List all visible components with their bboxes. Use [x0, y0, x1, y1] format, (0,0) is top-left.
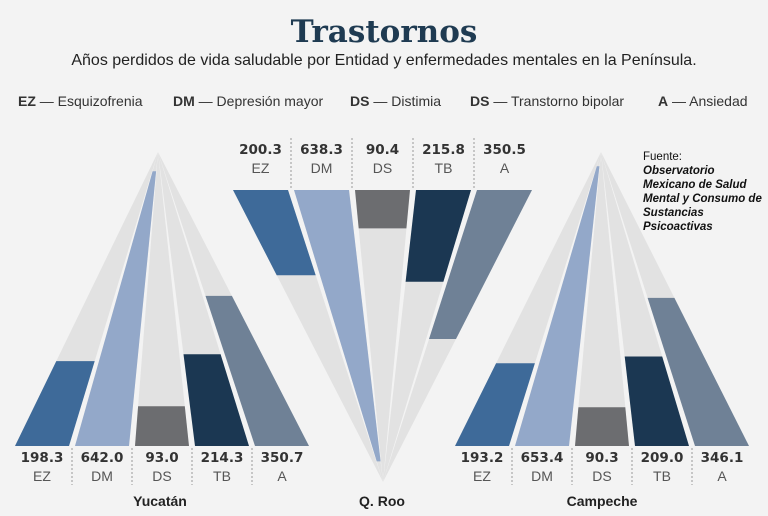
fan-track-dm [75, 152, 158, 446]
legend-item-dm: DM — Depresión mayor [173, 93, 323, 109]
fan-track-tb [601, 152, 689, 446]
data-label: 638.3 [300, 142, 343, 158]
category-label: TB [435, 160, 453, 176]
category-label: TB [653, 468, 671, 484]
category-label: A [717, 468, 727, 484]
legend-code: DM [173, 93, 195, 109]
bar-ds [135, 406, 189, 446]
legend-item-a: A — Ansiedad [658, 93, 748, 109]
data-label: 350.5 [483, 142, 526, 158]
page-title: Trastornos [290, 14, 478, 50]
bar-tb [624, 356, 689, 446]
category-label: DS [373, 160, 392, 176]
region-label: Q. Roo [359, 493, 405, 509]
bar-dm [75, 171, 157, 446]
source-heading: Fuente: [643, 151, 682, 163]
category-label: TB [213, 468, 231, 484]
bar-a [647, 297, 749, 446]
bar-dm [294, 190, 381, 462]
data-label: 193.2 [461, 450, 504, 466]
fan-track-a [158, 152, 309, 446]
legend-code: A [658, 93, 669, 109]
category-label: DM [91, 468, 113, 484]
category-label: DM [311, 160, 333, 176]
data-label: 90.4 [366, 142, 399, 158]
fan-track-ez [455, 152, 601, 446]
bar-ez [233, 190, 316, 276]
legend-code: DS [350, 93, 370, 109]
data-label: 350.7 [261, 450, 304, 466]
legend-item-tb: DS — Transtorno bipolar [470, 93, 624, 109]
data-label: 209.0 [641, 450, 684, 466]
data-label: 90.3 [585, 450, 618, 466]
data-label: 215.8 [422, 142, 465, 158]
fan-track-ez [15, 152, 158, 446]
fan-track-ds [575, 152, 629, 446]
category-label: EZ [33, 468, 51, 484]
fan-track-a [601, 152, 749, 446]
category-label: DM [531, 468, 553, 484]
bar-a [205, 295, 309, 446]
data-label: 200.3 [239, 142, 282, 158]
bar-ez [455, 363, 535, 446]
data-label: 214.3 [201, 450, 244, 466]
legend-code: EZ [18, 93, 36, 109]
category-label: EZ [473, 468, 491, 484]
bar-tb [405, 190, 471, 282]
fan-track-ds [135, 152, 189, 446]
category-label: DS [152, 468, 171, 484]
legend-item-ds: DS — Distimia [350, 93, 441, 109]
category-label: DS [592, 468, 611, 484]
bar-ds [355, 190, 410, 229]
legend-label: — Ansiedad [668, 93, 748, 109]
source-note: Fuente: Observatorio Mexicano de Salud M… [643, 150, 768, 234]
region-label: Yucatán [133, 493, 187, 509]
legend-label: — Distimia [369, 93, 442, 109]
source-text: Observatorio Mexicano de Salud Mental y … [643, 165, 762, 233]
data-label: 346.1 [701, 450, 744, 466]
fan-track-tb [158, 152, 249, 446]
category-label: A [500, 160, 510, 176]
legend-label: — Esquizofrenia [35, 93, 143, 109]
data-label: 198.3 [21, 450, 64, 466]
bar-ds [575, 407, 629, 446]
data-label: 653.4 [521, 450, 564, 466]
bar-a [429, 190, 532, 339]
fan-track-ds [355, 190, 410, 482]
bar-dm [515, 166, 600, 447]
category-label: EZ [252, 160, 270, 176]
page-subtitle: Años perdidos de vida saludable por Enti… [71, 52, 697, 69]
category-label: A [277, 468, 287, 484]
region-label: Campeche [567, 493, 638, 509]
legend-label: — Transtorno bipolar [489, 93, 625, 109]
legend-label: — Depresión mayor [194, 93, 324, 109]
bar-ez [15, 361, 95, 446]
bar-tb [183, 354, 249, 446]
legend-item-ez: EZ — Esquizofrenia [18, 93, 143, 109]
data-label: 642.0 [81, 450, 124, 466]
legend-code: DS [470, 93, 490, 109]
data-label: 93.0 [145, 450, 178, 466]
